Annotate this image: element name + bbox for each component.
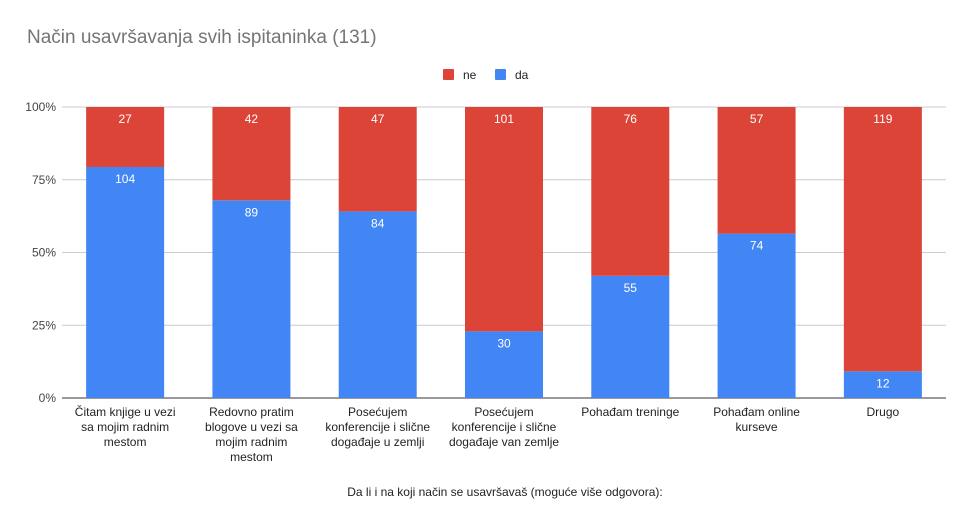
data-label-ne-0: 27 [118, 112, 132, 126]
bar-da-3 [465, 331, 543, 398]
category-label: mestom [104, 435, 147, 449]
legend-swatch-ne[interactable] [443, 69, 454, 80]
bar-da-6 [843, 371, 922, 398]
data-label-da-2: 84 [371, 216, 385, 230]
category-label: Redovno pratim [209, 405, 294, 419]
x-axis-title: Da li i na koji način se usavršavaš (mog… [347, 485, 662, 499]
bar-ne-4 [591, 107, 670, 276]
category-label: mojim radnim [215, 435, 287, 449]
category-label: konferencije i slične [452, 420, 557, 434]
data-label-da-1: 89 [245, 205, 259, 219]
data-label-da-4: 55 [624, 281, 638, 295]
legend-swatch-da[interactable] [495, 69, 506, 80]
y-tick-label: 25% [32, 318, 56, 332]
data-label-da-0: 104 [115, 172, 135, 186]
category-label: kurseve [736, 420, 778, 434]
legend-label-da[interactable]: da [515, 68, 529, 82]
data-label-ne-4: 76 [624, 112, 638, 126]
category-label: događaje van zemlje [449, 435, 559, 449]
category-label: Posećujem [474, 405, 533, 419]
y-tick-label: 50% [32, 246, 56, 260]
y-tick-label: 75% [32, 173, 56, 187]
category-label: mestom [230, 450, 273, 464]
bar-ne-6 [843, 107, 922, 372]
data-label-ne-6: 119 [873, 112, 892, 126]
category-label: događaje u zemlji [331, 435, 424, 449]
data-label-ne-3: 101 [494, 112, 514, 126]
bar-ne-3 [465, 107, 543, 332]
category-label: Pohađam treninge [581, 405, 679, 419]
bar-ne-0 [86, 107, 165, 167]
legend-label-ne[interactable]: ne [463, 68, 477, 82]
bar-ne-2 [338, 107, 417, 212]
data-label-ne-5: 57 [750, 112, 764, 126]
bar-da-2 [338, 211, 417, 398]
category-label: blogove u vezi sa [205, 420, 298, 434]
category-label: konferencije i slične [325, 420, 430, 434]
category-label: Pohađam online [713, 405, 800, 419]
data-label-ne-1: 42 [245, 112, 259, 126]
category-label: sa mojim radnim [81, 420, 169, 434]
chart-title: Način usavršavanja svih ispitaninka (131… [27, 27, 377, 48]
bar-da-0 [86, 166, 165, 398]
data-label-ne-2: 47 [371, 112, 385, 126]
data-label-da-6: 12 [876, 376, 890, 390]
bar-da-5 [717, 233, 796, 398]
bar-da-4 [591, 275, 670, 398]
y-tick-label: 0% [39, 391, 57, 405]
y-tick-label: 100% [25, 100, 56, 114]
bar-ne-1 [212, 107, 291, 201]
bar-ne-5 [717, 107, 796, 234]
data-label-da-5: 74 [750, 239, 764, 253]
category-label: Posećujem [348, 405, 407, 419]
category-label: Drugo [867, 405, 900, 419]
data-label-da-3: 30 [497, 336, 511, 350]
category-label: Čitam knjige u vezi [75, 404, 176, 419]
bar-da-1 [212, 200, 291, 398]
